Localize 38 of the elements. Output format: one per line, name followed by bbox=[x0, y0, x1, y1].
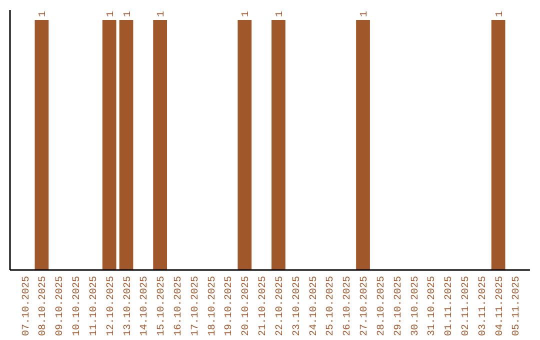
x-tick-label: 08.10.2025 bbox=[38, 276, 50, 336]
x-tick-label: 17.10.2025 bbox=[190, 276, 202, 336]
x-tick-label: 31.10.2025 bbox=[427, 276, 438, 336]
x-tick-label: 01.11.2025 bbox=[444, 276, 456, 336]
x-tick-label: 11.10.2025 bbox=[88, 276, 100, 336]
x-tick-label: 22.10.2025 bbox=[274, 276, 286, 336]
x-tick-label: 24.10.2025 bbox=[308, 276, 320, 336]
x-tick-label: 03.11.2025 bbox=[478, 276, 489, 336]
x-tick-label: 23.10.2025 bbox=[292, 276, 303, 336]
x-tick-label: 04.11.2025 bbox=[494, 276, 506, 336]
x-tick-label: 13.10.2025 bbox=[122, 276, 134, 336]
x-tick-label: 21.10.2025 bbox=[258, 276, 270, 336]
x-tick-label: 14.10.2025 bbox=[140, 276, 151, 336]
data-label: 1 bbox=[494, 10, 506, 17]
x-tick-label: 05.11.2025 bbox=[512, 276, 523, 336]
x-tick-label: 12.10.2025 bbox=[106, 276, 117, 336]
x-tick-label: 20.10.2025 bbox=[241, 276, 252, 336]
data-label: 1 bbox=[38, 10, 50, 17]
x-tick-label: 02.11.2025 bbox=[460, 276, 472, 336]
x-tick-label: 28.10.2025 bbox=[376, 276, 388, 336]
x-tick-label: 19.10.2025 bbox=[224, 276, 236, 336]
x-tick-label: 15.10.2025 bbox=[156, 276, 168, 336]
x-tick-label: 09.10.2025 bbox=[55, 276, 66, 336]
x-tick-label: 10.10.2025 bbox=[72, 276, 84, 336]
x-tick-label: 18.10.2025 bbox=[207, 276, 218, 336]
data-label: 1 bbox=[241, 10, 252, 17]
x-tick-label: 27.10.2025 bbox=[360, 276, 371, 336]
data-label: 1 bbox=[274, 10, 286, 17]
data-label: 1 bbox=[106, 10, 117, 17]
data-label: 1 bbox=[360, 10, 371, 17]
x-tick-label: 25.10.2025 bbox=[326, 276, 337, 336]
x-tick-label: 16.10.2025 bbox=[173, 276, 184, 336]
x-tick-label: 30.10.2025 bbox=[410, 276, 422, 336]
x-tick-label: 07.10.2025 bbox=[21, 276, 32, 336]
data-label: 1 bbox=[122, 10, 134, 17]
x-tick-label: 26.10.2025 bbox=[342, 276, 354, 336]
data-label: 1 bbox=[156, 10, 168, 17]
x-tick-label: 29.10.2025 bbox=[393, 276, 404, 336]
